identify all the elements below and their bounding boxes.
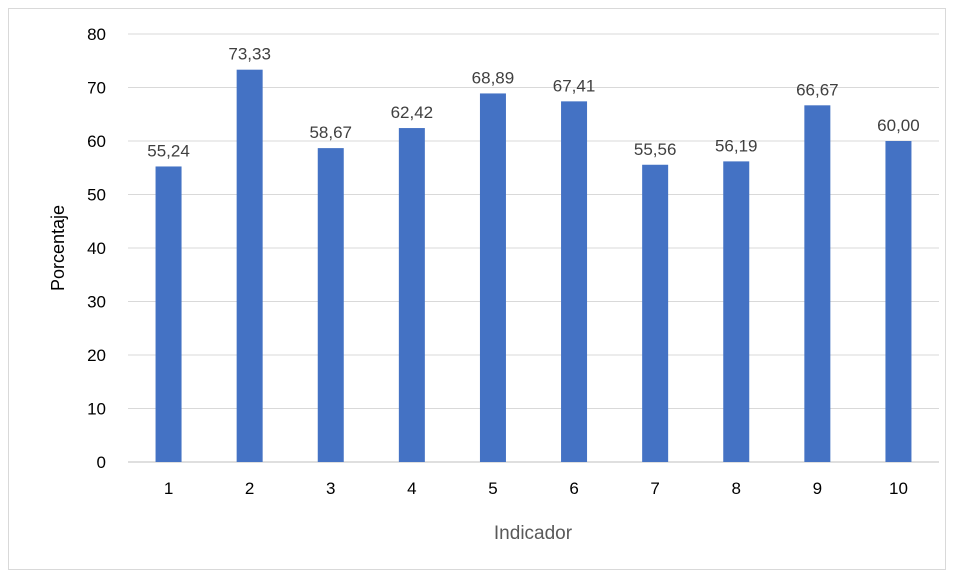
data-label: 66,67 bbox=[796, 80, 839, 99]
x-tick-label: 5 bbox=[488, 479, 497, 498]
y-tick-label: 60 bbox=[87, 132, 106, 151]
x-tick-label: 9 bbox=[813, 479, 822, 498]
x-tick-label: 6 bbox=[569, 479, 578, 498]
data-label: 73,33 bbox=[228, 45, 271, 64]
bar bbox=[398, 128, 425, 463]
bar bbox=[479, 93, 506, 462]
x-tick-label: 4 bbox=[407, 479, 416, 498]
x-tick-label: 3 bbox=[326, 479, 335, 498]
data-label: 68,89 bbox=[472, 68, 515, 87]
bar bbox=[155, 166, 182, 462]
x-tick-label: 1 bbox=[164, 479, 173, 498]
bar bbox=[642, 164, 669, 462]
bar bbox=[236, 69, 263, 462]
data-labels: 55,24 73,33 58,67 62,42 68,89 67,41 55,56 56,19… bbox=[147, 45, 919, 161]
bar bbox=[317, 148, 344, 463]
y-tick-label: 80 bbox=[87, 25, 106, 44]
y-tick-label: 10 bbox=[87, 400, 106, 419]
x-axis-ticks: 1 2 3 4 5 6 7 8 9 10 bbox=[164, 479, 908, 498]
bar bbox=[804, 105, 831, 463]
data-label: 58,67 bbox=[309, 123, 352, 142]
x-tick-label: 10 bbox=[889, 479, 908, 498]
bar bbox=[723, 161, 750, 463]
bar bbox=[561, 101, 588, 462]
data-label: 67,41 bbox=[553, 76, 596, 95]
bar bbox=[885, 141, 912, 462]
y-tick-label: 0 bbox=[97, 453, 106, 472]
y-tick-label: 40 bbox=[87, 239, 106, 258]
x-tick-label: 7 bbox=[650, 479, 659, 498]
data-label: 60,00 bbox=[877, 116, 920, 135]
x-axis-label: Indicador bbox=[494, 523, 573, 544]
bars bbox=[155, 69, 912, 463]
gridlines bbox=[128, 33, 939, 463]
x-tick-label: 8 bbox=[732, 479, 741, 498]
y-tick-label: 30 bbox=[87, 293, 106, 312]
y-axis-ticks: 0 10 20 30 40 50 60 70 80 bbox=[87, 25, 106, 472]
y-tick-label: 70 bbox=[87, 79, 106, 98]
y-tick-label: 20 bbox=[87, 346, 106, 365]
data-label: 55,56 bbox=[634, 140, 677, 159]
data-label: 55,24 bbox=[147, 141, 190, 160]
y-axis-label: Porcentaje bbox=[48, 205, 68, 291]
data-label: 62,42 bbox=[391, 103, 434, 122]
x-tick-label: 2 bbox=[245, 479, 254, 498]
y-tick-label: 50 bbox=[87, 186, 106, 205]
data-label: 56,19 bbox=[715, 136, 758, 155]
